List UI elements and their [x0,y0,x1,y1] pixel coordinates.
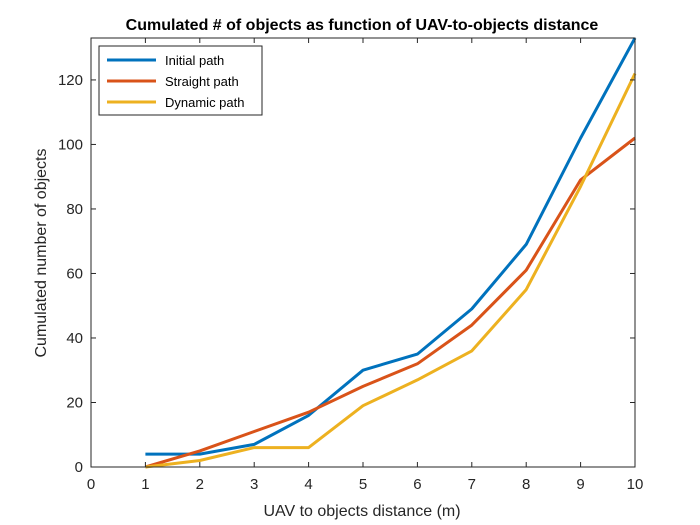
y-tick-label: 60 [66,265,83,282]
x-tick-label: 7 [468,476,476,493]
x-tick-label: 0 [87,476,95,493]
y-tick-label: 0 [75,459,83,476]
x-tick-label: 3 [250,476,258,493]
plot-lines [144,37,637,469]
x-tick-label: 2 [196,476,204,493]
x-tick-label: 8 [522,476,530,493]
legend-label-0: Initial path [165,53,224,68]
legend-label-2: Dynamic path [165,95,244,110]
y-tick-label: 20 [66,394,83,411]
series-line-0 [145,37,637,456]
x-tick-label: 1 [141,476,149,493]
y-tick-label: 80 [66,201,83,218]
x-axis-label: UAV to objects distance (m) [263,503,460,520]
y-tick-label: 120 [58,72,83,89]
y-tick-label: 100 [58,136,83,153]
x-tick-label: 4 [304,476,312,493]
series-line-2 [145,72,637,469]
x-tick-label: 10 [627,476,644,493]
y-axis-label: Cumulated number of objects [33,149,50,358]
chart-title: Cumulated # of objects as function of UA… [126,17,599,34]
legend: Initial path Straight path Dynamic path [98,45,263,116]
legend-label-1: Straight path [165,74,239,89]
y-tick-label: 40 [66,330,83,347]
x-tick-label: 9 [576,476,584,493]
x-tick-label: 5 [359,476,367,493]
x-tick-label: 6 [413,476,421,493]
series-line-1 [144,136,636,469]
